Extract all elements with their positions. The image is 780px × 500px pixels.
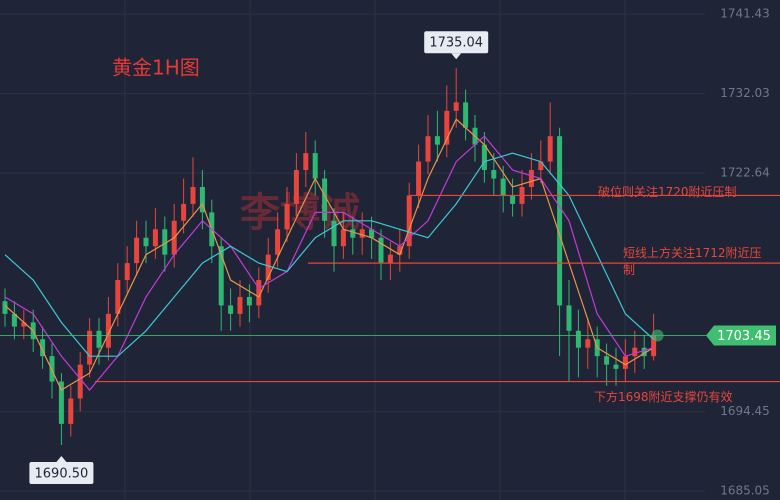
candle-body (256, 280, 262, 306)
candle-body (397, 246, 403, 255)
candle-body (68, 398, 74, 424)
candle-body (463, 102, 469, 128)
candle-body (246, 296, 252, 306)
candle-body (406, 195, 412, 247)
level-annotation: 下方1698附近支撑仍有效 (594, 390, 733, 404)
candle-body (491, 170, 497, 179)
candle-body (312, 153, 318, 179)
candle-body (557, 136, 563, 306)
candle-body (199, 186, 205, 213)
candle-body (134, 237, 140, 264)
candle-body (143, 237, 149, 247)
candle-body (510, 195, 516, 204)
candle-body (359, 229, 365, 238)
candle-body (350, 229, 356, 238)
ma-line (4, 135, 654, 391)
candle-body (105, 313, 111, 348)
price-callout-box (424, 31, 489, 54)
candle-body (632, 347, 638, 357)
y-tick-label: 1685.05 (720, 484, 770, 498)
level-annotation: 短线上方关注1712附近压制 (623, 246, 762, 277)
candle-body (49, 356, 55, 382)
candle-body (444, 110, 450, 145)
candle-body (190, 186, 196, 204)
candle-body (434, 136, 440, 145)
price-callout-label: 1690.50 (35, 467, 89, 482)
y-tick-label: 1741.43 (720, 7, 770, 21)
candle-body (87, 330, 93, 365)
candle-body (284, 203, 290, 230)
candle-body (453, 102, 459, 111)
price-callout-box (29, 462, 94, 485)
candle-body (11, 313, 17, 327)
last-price-badge (706, 325, 776, 346)
candle-body (387, 254, 393, 264)
candle-body (340, 229, 346, 247)
last-price-glow (651, 329, 664, 342)
candle-body (162, 229, 168, 255)
candle-body (96, 330, 102, 348)
candle-body (425, 136, 431, 162)
candle-body (322, 178, 328, 221)
candle-body (613, 364, 619, 369)
candle-body (641, 347, 647, 357)
y-tick-label: 1694.45 (720, 404, 770, 418)
candle-body (369, 229, 375, 238)
candle-body (124, 263, 130, 281)
ma-line (4, 152, 655, 357)
candle-body (265, 254, 271, 281)
candle-body (651, 335, 657, 357)
candle-body (604, 356, 610, 365)
y-tick-label: 1722.64 (720, 166, 770, 180)
candle-body (152, 229, 158, 247)
watermark: 李博诚 (240, 190, 360, 236)
last-price-label: 1703.45 (717, 329, 771, 344)
y-tick-label: 1732.03 (720, 86, 770, 100)
candle-body (40, 339, 46, 357)
candle-body (566, 305, 572, 331)
ma-line (4, 118, 654, 391)
candle-body (293, 170, 299, 204)
price-callout-pointer (451, 53, 462, 60)
candle-body (2, 301, 8, 314)
candle-body (538, 161, 544, 171)
level-annotation: 破位则关注1720附近压制 (598, 185, 737, 199)
candle-body (331, 220, 337, 247)
candle-body (378, 237, 384, 264)
candle-body (528, 170, 534, 187)
candle-body (500, 178, 506, 196)
candle-body (547, 136, 553, 162)
candle-body (585, 339, 591, 348)
candle-body (275, 229, 281, 255)
candle-body (218, 246, 224, 306)
candle-body (481, 144, 487, 171)
candle-body (237, 296, 243, 314)
candle-body (416, 161, 422, 196)
candle-body (115, 280, 121, 314)
candle-body (58, 381, 64, 424)
price-callout-pointer (56, 456, 67, 463)
candle-body (622, 356, 628, 369)
candle-body (77, 364, 83, 399)
candle-body (303, 153, 309, 171)
candle-body (575, 330, 581, 348)
chart-title: 黄金1H图 (112, 56, 200, 80)
candle-body (228, 305, 234, 314)
candle-body (181, 203, 187, 221)
candle-body (21, 322, 27, 327)
price-callout-label: 1735.04 (429, 36, 483, 51)
